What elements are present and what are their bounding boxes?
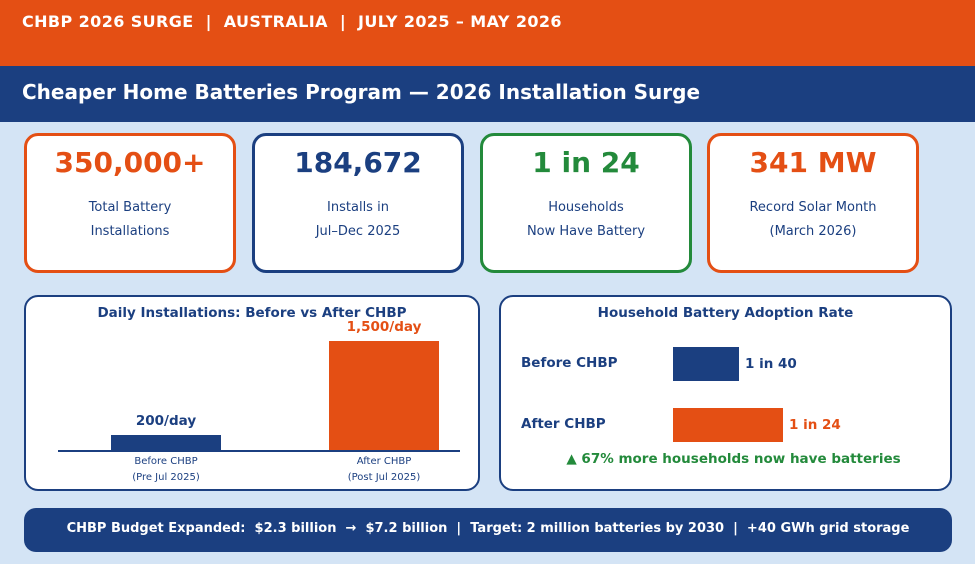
- top-banner-text: CHBP 2026 SURGE | AUSTRALIA | JULY 2025 …: [22, 12, 562, 31]
- stat-value: 1 in 24: [532, 146, 640, 179]
- chart-title: Household Battery Adoption Rate: [597, 305, 854, 321]
- category-tick-label: After CHBP (Post Jul 2025): [347, 456, 421, 483]
- stat-value: 184,672: [294, 146, 422, 179]
- stat-label-line2: Jul–Dec 2025: [315, 224, 401, 239]
- stat-label-line1: Households: [548, 200, 624, 215]
- bar-before-chbp: [673, 347, 739, 381]
- chart-title: Daily Installations: Before vs After CHB…: [97, 305, 407, 321]
- bar-data-label: 1,500/day: [346, 319, 422, 335]
- top-banner: CHBP 2026 SURGE | AUSTRALIA | JULY 2025 …: [0, 0, 975, 66]
- stat-label-line1: Total Battery: [88, 200, 172, 215]
- adoption-rate-chart: Household Battery Adoption Rate ▲ 67% mo…: [499, 295, 952, 491]
- title-banner: Cheaper Home Batteries Program — 2026 In…: [0, 66, 975, 122]
- stat-card-installs-jul-dec: 184,672 Installs in Jul–Dec 2025: [252, 133, 464, 273]
- footer-banner: CHBP Budget Expanded: $2.3 billion → $7.…: [24, 508, 952, 552]
- bar-data-label: 1 in 24: [789, 417, 841, 433]
- bar-data-label: 1 in 40: [745, 356, 797, 372]
- category-label: After CHBP: [521, 416, 606, 432]
- stat-card-household-ratio: 1 in 24 Households Now Have Battery: [480, 133, 692, 273]
- bar-data-label: 200/day: [135, 413, 197, 429]
- stat-value: 350,000+: [54, 146, 206, 179]
- stat-label-line2: Now Have Battery: [526, 224, 646, 239]
- bar-after-chbp: [329, 341, 439, 450]
- footer-text: CHBP Budget Expanded: $2.3 billion → $7.…: [66, 521, 910, 536]
- daily-installations-chart: Daily Installations: Before vs After CHB…: [24, 295, 480, 491]
- stat-label-line1: Record Solar Month: [749, 200, 877, 215]
- stat-label-line2: Installations: [90, 224, 170, 239]
- category-tick-label: Before CHBP (Pre Jul 2025): [132, 456, 200, 483]
- category-label: Before CHBP: [521, 355, 618, 371]
- stat-card-total-installations: 350,000+ Total Battery Installations: [24, 133, 236, 273]
- stat-label-line1: Installs in: [327, 200, 389, 215]
- chart-baseline: [58, 450, 460, 452]
- stat-label-line2: (March 2026): [769, 224, 857, 239]
- adoption-note: ▲ 67% more households now have batteries: [566, 451, 901, 467]
- stat-card-record-solar: 341 MW Record Solar Month (March 2026): [707, 133, 919, 273]
- bar-after-chbp: [673, 408, 783, 442]
- stat-value: 341 MW: [749, 146, 877, 179]
- bar-before-chbp: [111, 435, 221, 450]
- page-title: Cheaper Home Batteries Program — 2026 In…: [22, 80, 701, 104]
